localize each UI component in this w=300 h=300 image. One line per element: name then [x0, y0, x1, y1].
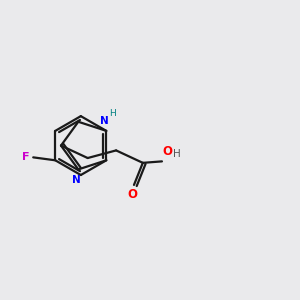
Text: N: N [73, 175, 81, 185]
Text: N: N [100, 116, 109, 126]
Text: H: H [173, 149, 181, 159]
Text: F: F [22, 152, 30, 162]
Text: O: O [128, 188, 137, 201]
Text: H: H [110, 110, 116, 118]
Text: O: O [163, 145, 172, 158]
